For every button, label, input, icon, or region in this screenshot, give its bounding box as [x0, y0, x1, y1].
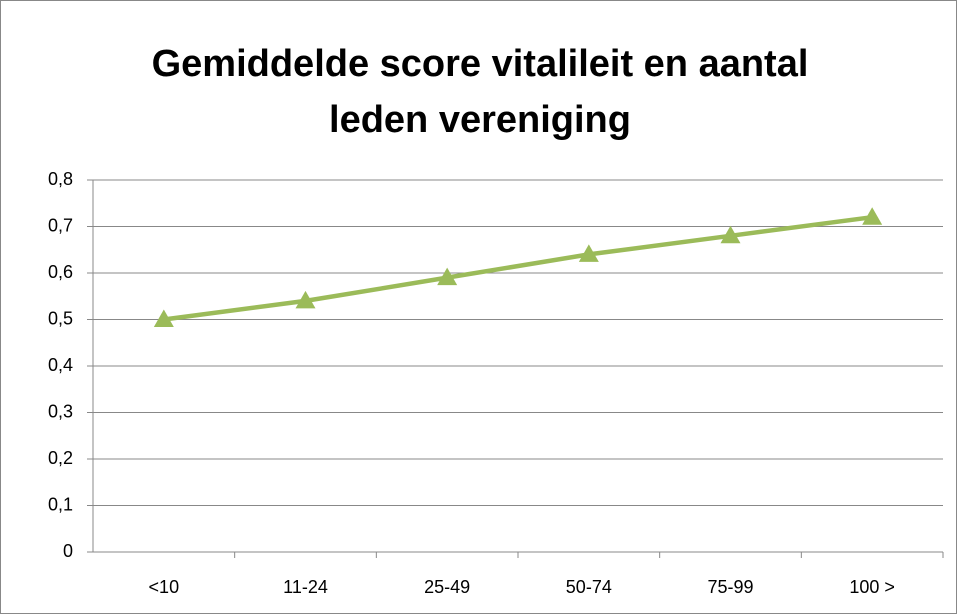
data-point — [862, 207, 883, 225]
y-tick-label: 0,6 — [48, 262, 73, 282]
y-tick-label: 0,4 — [48, 355, 73, 375]
data-point — [153, 309, 174, 327]
x-tick-label: 11-24 — [283, 577, 328, 597]
chart-title: Gemiddelde score vitalileit en aantal le… — [151, 43, 809, 141]
y-tick-label: 0,8 — [48, 169, 73, 189]
x-tick-label: 75-99 — [707, 577, 753, 597]
series-line — [163, 214, 873, 322]
y-tick-label: 0,1 — [48, 494, 73, 514]
y-tick-label: 0,3 — [48, 401, 73, 421]
data-point — [720, 225, 741, 244]
data-point — [295, 290, 316, 309]
x-tick-label: <10 — [149, 577, 180, 597]
x-tick-label: 25-49 — [424, 577, 470, 597]
data-point — [437, 267, 458, 286]
y-tick-label: 0,7 — [48, 215, 73, 235]
y-tick-label: 0,2 — [48, 448, 73, 468]
data-point — [578, 244, 599, 262]
x-tick-label: 50-74 — [566, 577, 612, 597]
x-tick-label: 100 > — [849, 577, 895, 597]
y-tick-label: 0,5 — [48, 308, 73, 328]
y-tick-label: 0 — [63, 541, 73, 561]
